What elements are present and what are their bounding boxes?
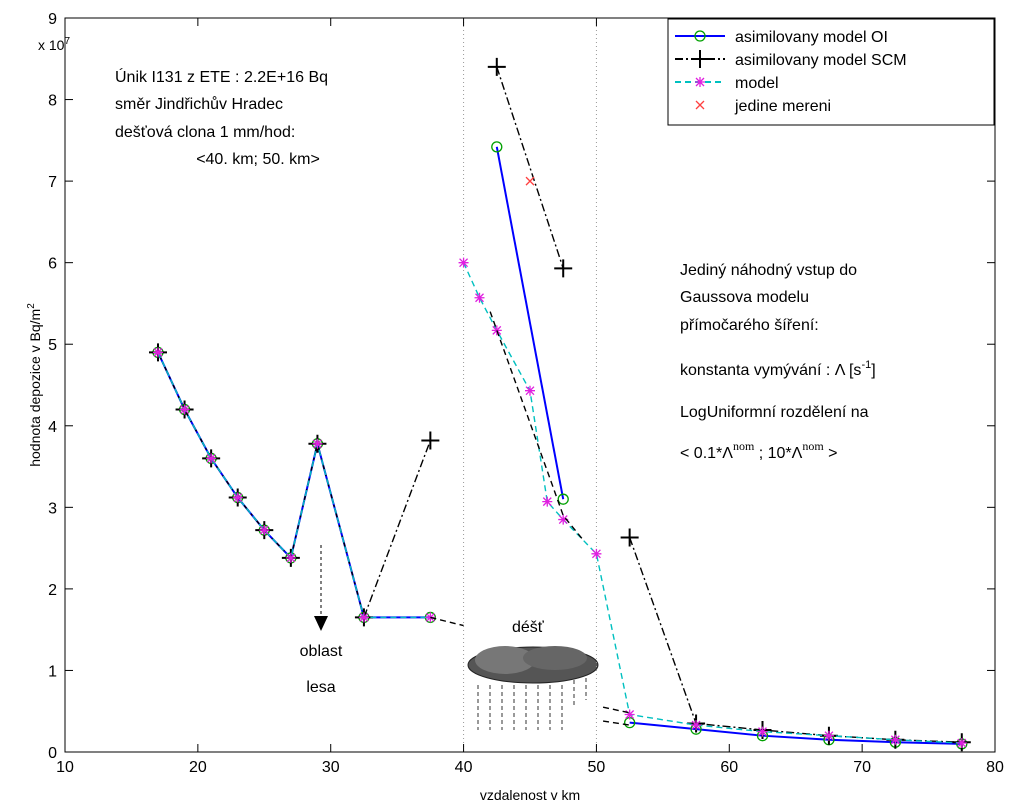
marker bbox=[624, 709, 635, 720]
marker bbox=[890, 734, 901, 745]
annotation: < 0.1*Λnom ; 10*Λnom > bbox=[680, 439, 837, 462]
marker bbox=[823, 730, 834, 741]
x-tick-label: 70 bbox=[853, 759, 871, 776]
marker bbox=[691, 720, 702, 731]
annotation: konstanta vymývání : Λ [s-1] bbox=[680, 359, 876, 379]
annotation-part: > bbox=[824, 445, 838, 462]
y-axis-label-part: hodnota depozice v Bq/m bbox=[27, 309, 43, 467]
legend: asimilovany model OI asimilovany model SC… bbox=[667, 18, 995, 126]
marker bbox=[525, 385, 535, 396]
annotation: Únik I131 z ETE : 2.2E+16 Bq bbox=[115, 67, 328, 86]
x-tick-label: 30 bbox=[322, 759, 340, 776]
series-line bbox=[629, 721, 962, 745]
annotation: lesa bbox=[306, 679, 335, 696]
marker bbox=[542, 496, 553, 507]
marker bbox=[474, 292, 485, 303]
series-line bbox=[157, 352, 432, 620]
x-axis-label: vzdalenost v km bbox=[480, 787, 580, 803]
x-tick-label: 10 bbox=[56, 759, 74, 776]
marker bbox=[458, 257, 469, 268]
y-tick-label: 4 bbox=[48, 419, 57, 436]
y-exponent-part: x 10 bbox=[38, 37, 65, 53]
annotation: oblast bbox=[300, 643, 343, 660]
marker bbox=[558, 514, 569, 525]
annotation-part: ; 10*Λ bbox=[754, 445, 802, 462]
y-tick-label: 2 bbox=[48, 582, 57, 599]
marker bbox=[312, 438, 323, 449]
y-tick-label: 0 bbox=[48, 745, 57, 762]
series-line bbox=[602, 720, 630, 726]
series-line bbox=[495, 146, 565, 500]
marker bbox=[956, 738, 967, 749]
y-tick-label: 9 bbox=[48, 11, 57, 28]
legend-label: asimilovany model OI bbox=[735, 29, 888, 46]
forest-arrow bbox=[314, 545, 328, 631]
plot-frame bbox=[64, 17, 996, 753]
annotation: LogUniformní rozdělení na bbox=[680, 404, 869, 421]
marker bbox=[757, 726, 768, 737]
legend-label: model bbox=[735, 75, 779, 92]
marker bbox=[232, 492, 243, 503]
marker bbox=[425, 612, 436, 623]
marker bbox=[491, 141, 503, 153]
marker bbox=[358, 612, 369, 623]
y-tick-label: 5 bbox=[48, 337, 57, 354]
legend-label: jedine mereni bbox=[734, 98, 831, 115]
series-line bbox=[496, 66, 564, 269]
annotation-part: nom bbox=[802, 439, 824, 453]
marker bbox=[285, 552, 296, 563]
marker bbox=[153, 347, 163, 358]
marker bbox=[554, 259, 573, 278]
annotation-part: -1 bbox=[861, 359, 871, 371]
x-tick-label: 40 bbox=[455, 759, 473, 776]
series-line bbox=[602, 706, 630, 714]
x-tick-label: 80 bbox=[986, 759, 1004, 776]
annotation: <40. km; 50. km> bbox=[196, 151, 320, 168]
rain-cloud bbox=[467, 646, 599, 730]
x-tick-label: 20 bbox=[189, 759, 207, 776]
series-line bbox=[489, 311, 584, 541]
series-line bbox=[628, 537, 962, 743]
marker bbox=[487, 57, 506, 76]
y-tick-label: 7 bbox=[48, 174, 57, 191]
annotation: dešťová clona 1 mm/hod: bbox=[115, 124, 295, 141]
legend-label: asimilovany model SCM bbox=[735, 52, 907, 69]
marker bbox=[695, 77, 705, 87]
marker bbox=[525, 176, 535, 186]
marker bbox=[206, 453, 217, 464]
annotation-part: < 0.1*Λ bbox=[680, 445, 733, 462]
marker bbox=[691, 50, 709, 68]
annotation: Gaussova modelu bbox=[680, 289, 809, 306]
y-tick-label: 1 bbox=[48, 663, 57, 680]
series-line bbox=[430, 616, 464, 627]
annotation-part: ] bbox=[871, 362, 875, 379]
marker bbox=[591, 548, 602, 559]
marker bbox=[421, 431, 440, 450]
y-axis-label-part: 2 bbox=[26, 303, 37, 309]
y-exponent: x 107 bbox=[38, 36, 70, 53]
series-line bbox=[157, 351, 431, 619]
marker bbox=[620, 528, 639, 547]
annotation: déšť bbox=[512, 619, 545, 636]
y-tick-label: 8 bbox=[48, 93, 57, 110]
annotation: směr Jindřichův Hradec bbox=[115, 95, 283, 113]
marker bbox=[694, 30, 706, 42]
marker bbox=[179, 404, 190, 415]
annotation: Jediný náhodný vstup do bbox=[680, 262, 857, 279]
marker bbox=[259, 525, 270, 536]
y-axis-label: hodnota depozice v Bq/m2 bbox=[26, 303, 43, 467]
marker bbox=[695, 100, 705, 110]
y-tick-label: 3 bbox=[48, 500, 57, 517]
marker bbox=[557, 493, 569, 505]
series-line bbox=[157, 352, 431, 619]
annotation-part: nom bbox=[733, 439, 755, 453]
x-tick-label: 50 bbox=[588, 759, 606, 776]
annotation: přímočarého šíření: bbox=[680, 317, 819, 334]
y-exponent-part: 7 bbox=[64, 36, 70, 47]
x-tick-label: 60 bbox=[720, 759, 738, 776]
marker bbox=[491, 325, 502, 336]
y-tick-label: 6 bbox=[48, 256, 57, 273]
annotation-part: konstanta vymývání : Λ [s bbox=[680, 362, 861, 379]
